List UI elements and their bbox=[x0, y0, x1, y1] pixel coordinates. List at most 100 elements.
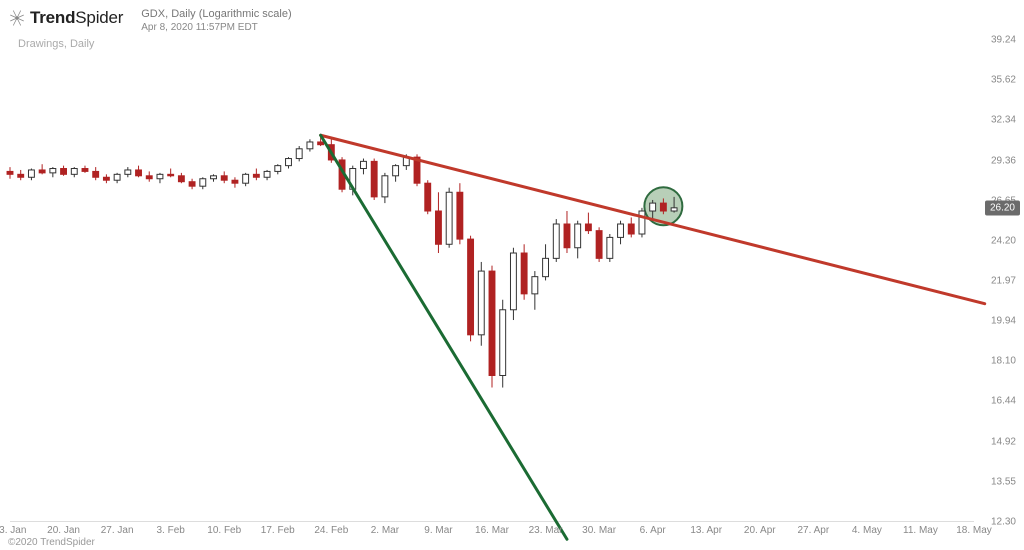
candle-body bbox=[414, 157, 420, 183]
x-axis-tick: 17. Feb bbox=[261, 525, 295, 536]
y-axis-tick: 13.55 bbox=[991, 476, 1016, 487]
highlight-circle bbox=[644, 187, 682, 225]
candle-body bbox=[157, 174, 163, 178]
candle-body bbox=[221, 176, 227, 180]
candle-body bbox=[232, 180, 238, 183]
candle-body bbox=[178, 176, 184, 182]
candle-body bbox=[618, 224, 624, 237]
candle-body bbox=[50, 169, 56, 173]
candle-body bbox=[596, 231, 602, 259]
candle-body bbox=[136, 170, 142, 176]
candle-body bbox=[296, 149, 302, 159]
trendline-resistance[interactable] bbox=[321, 135, 985, 303]
candle-body bbox=[275, 166, 281, 172]
last-price-badge: 26.20 bbox=[985, 200, 1020, 215]
candle-body bbox=[457, 192, 463, 239]
candle-body bbox=[671, 208, 677, 211]
x-axis-tick: 23. Mar bbox=[529, 525, 563, 536]
candle-body bbox=[200, 179, 206, 186]
candle-body bbox=[339, 160, 345, 189]
candle-body bbox=[264, 171, 270, 177]
candle-body bbox=[543, 258, 549, 276]
candle-body bbox=[650, 203, 656, 211]
candle-body bbox=[211, 176, 217, 179]
candle-body bbox=[307, 142, 313, 149]
x-axis-tick: 13. Apr bbox=[690, 525, 722, 536]
x-axis-tick: 30. Mar bbox=[582, 525, 616, 536]
candle-body bbox=[318, 142, 324, 145]
y-axis-tick: 39.24 bbox=[991, 35, 1016, 46]
candle-body bbox=[585, 224, 591, 231]
candle-body bbox=[607, 237, 613, 258]
y-axis-tick: 12.30 bbox=[991, 517, 1016, 528]
x-axis-tick: 9. Mar bbox=[424, 525, 452, 536]
candle-body bbox=[28, 170, 34, 177]
candle-body bbox=[361, 161, 367, 168]
y-axis-tick: 14.92 bbox=[991, 436, 1016, 447]
candle-body bbox=[468, 239, 474, 335]
candle-body bbox=[286, 159, 292, 166]
candle-body bbox=[575, 224, 581, 248]
x-axis-tick: 13. Jan bbox=[0, 525, 26, 536]
candle-body bbox=[93, 171, 99, 177]
x-axis-tick: 11. May bbox=[903, 525, 938, 536]
copyright: ©2020 TrendSpider bbox=[8, 537, 95, 548]
candle-body bbox=[660, 203, 666, 211]
candle-body bbox=[371, 161, 377, 197]
candle-body bbox=[639, 211, 645, 234]
candle-body bbox=[82, 169, 88, 172]
candle-body bbox=[532, 277, 538, 294]
candle-body bbox=[403, 157, 409, 166]
x-axis-line bbox=[10, 521, 974, 522]
candle-body bbox=[168, 174, 174, 175]
candle-body bbox=[500, 310, 506, 376]
candle-body bbox=[435, 211, 441, 244]
y-axis-tick: 32.34 bbox=[991, 115, 1016, 126]
x-axis-tick: 3. Feb bbox=[156, 525, 184, 536]
price-chart[interactable] bbox=[0, 0, 1024, 550]
x-axis-tick: 20. Apr bbox=[744, 525, 776, 536]
x-axis-tick: 20. Jan bbox=[47, 525, 80, 536]
y-axis-tick: 18.10 bbox=[991, 356, 1016, 367]
candle-body bbox=[382, 176, 388, 197]
y-axis-tick: 21.97 bbox=[991, 275, 1016, 286]
candle-body bbox=[61, 169, 67, 175]
candle-body bbox=[478, 271, 484, 335]
candle-body bbox=[510, 253, 516, 310]
candle-body bbox=[328, 145, 334, 160]
candle-body bbox=[553, 224, 559, 258]
candle-body bbox=[125, 170, 131, 174]
candle-body bbox=[39, 170, 45, 173]
y-axis-tick: 16.44 bbox=[991, 396, 1016, 407]
x-axis-tick: 18. May bbox=[956, 525, 992, 536]
candle-body bbox=[243, 174, 249, 183]
candle-body bbox=[489, 271, 495, 375]
candle-body bbox=[393, 166, 399, 176]
candle-body bbox=[146, 176, 152, 179]
trendline-support[interactable] bbox=[321, 135, 567, 539]
candle-body bbox=[446, 192, 452, 244]
candle-body bbox=[114, 174, 120, 180]
y-axis-tick: 35.62 bbox=[991, 75, 1016, 86]
x-axis-tick: 2. Mar bbox=[371, 525, 399, 536]
candle-body bbox=[71, 169, 77, 175]
y-axis-tick: 24.20 bbox=[991, 235, 1016, 246]
x-axis-tick: 4. May bbox=[852, 525, 882, 536]
x-axis-tick: 24. Feb bbox=[314, 525, 348, 536]
candle-body bbox=[189, 182, 195, 186]
candle-body bbox=[18, 174, 24, 177]
x-axis-tick: 16. Mar bbox=[475, 525, 509, 536]
y-axis-tick: 29.36 bbox=[991, 155, 1016, 166]
y-axis-tick: 19.94 bbox=[991, 316, 1016, 327]
x-axis-tick: 6. Apr bbox=[640, 525, 666, 536]
candle-body bbox=[564, 224, 570, 248]
x-axis-tick: 10. Feb bbox=[207, 525, 241, 536]
candle-body bbox=[350, 169, 356, 190]
candle-body bbox=[628, 224, 634, 234]
candle-body bbox=[253, 174, 259, 177]
chart-svg bbox=[0, 0, 1024, 550]
x-axis-tick: 27. Jan bbox=[101, 525, 134, 536]
candle-body bbox=[425, 183, 431, 211]
candle-body bbox=[521, 253, 527, 294]
x-axis-tick: 27. Apr bbox=[797, 525, 829, 536]
